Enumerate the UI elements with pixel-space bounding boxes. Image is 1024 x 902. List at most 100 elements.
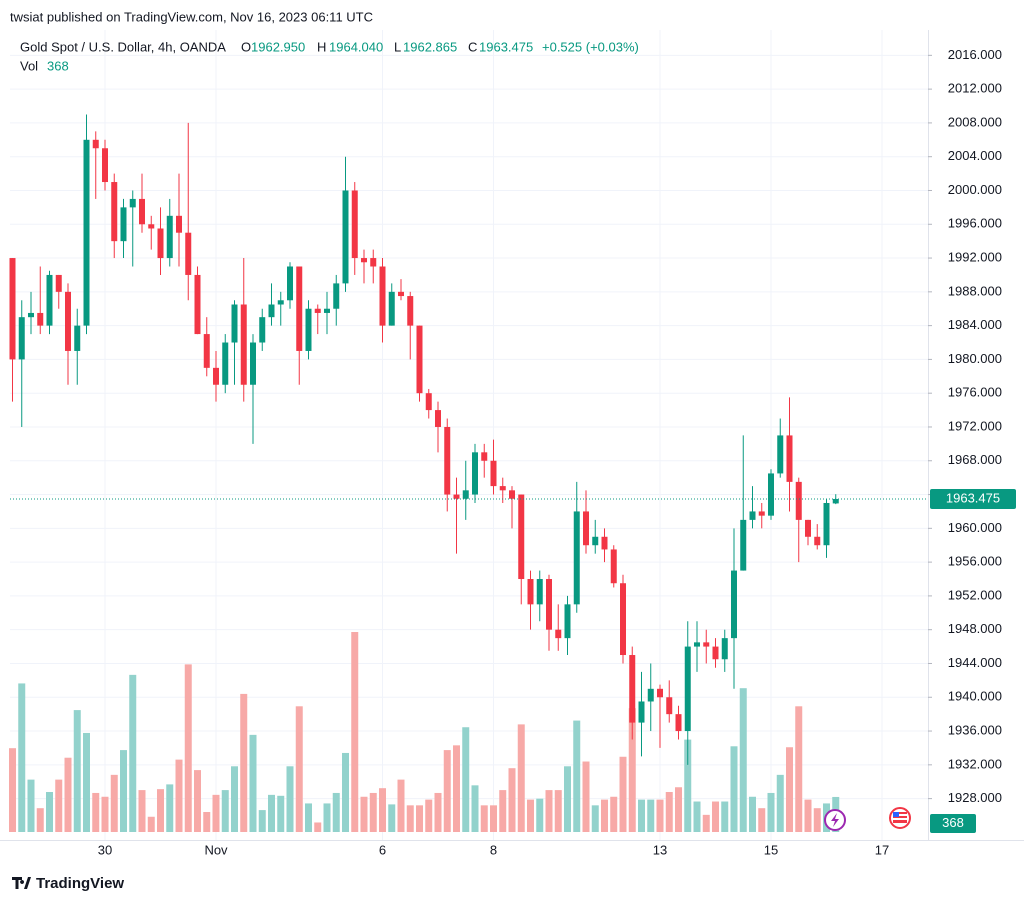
volume-bar <box>730 746 738 832</box>
candle-body <box>435 410 441 427</box>
candle-body <box>536 579 543 605</box>
source: twsiat published on TradingView.com, Nov… <box>10 9 373 24</box>
legend-label: C <box>468 39 477 54</box>
logo[interactable] <box>12 877 31 889</box>
volume-bar <box>656 799 664 832</box>
volume-bar <box>36 808 44 832</box>
volume-bar <box>249 734 257 832</box>
candle-body <box>324 308 330 313</box>
volume-bar <box>545 790 553 832</box>
volume-bar <box>46 792 53 832</box>
volume-bar <box>64 757 72 832</box>
volume-pane <box>9 632 840 832</box>
last-volume-tag <box>930 814 976 833</box>
candle-body <box>37 312 44 326</box>
candle-body <box>65 291 71 351</box>
candle-body <box>758 511 765 516</box>
volume-bar <box>564 766 571 832</box>
volume-bar <box>323 803 331 832</box>
candle-body <box>453 494 460 499</box>
legend-value: 1962.950 <box>251 39 305 54</box>
candle-body <box>46 274 53 326</box>
volume-bar <box>443 750 451 832</box>
volume-bar <box>813 808 821 832</box>
axes: 1928.000 1932.000 1936.000 1940.000 1944.000… <box>10 47 1016 857</box>
candle-body <box>546 579 552 630</box>
y-tick-label: 1928.000 <box>948 790 1002 805</box>
candle-body <box>139 198 145 225</box>
y-tick-label: 1944.000 <box>948 655 1002 670</box>
event-icon[interactable] <box>889 807 911 829</box>
volume-bar <box>749 796 756 832</box>
candle-body <box>296 266 303 351</box>
candle-body <box>740 519 747 571</box>
candle-body <box>55 274 62 292</box>
volume-bar <box>804 799 812 832</box>
candle-body <box>657 688 663 698</box>
candle-body <box>805 519 811 537</box>
legend-label: Vol <box>20 58 38 73</box>
candle-body <box>509 490 515 499</box>
volume-bar <box>471 785 479 832</box>
candle-body <box>499 486 506 491</box>
candle-body <box>28 312 34 318</box>
candle-body <box>157 228 164 259</box>
volume-bar <box>147 816 155 832</box>
volume-bar <box>101 796 109 832</box>
volume-bar <box>591 805 599 832</box>
volume-bar <box>712 801 719 832</box>
volume-bar <box>554 790 562 832</box>
brand: TradingView <box>36 875 124 892</box>
legend-value: 1963.475 <box>479 39 533 54</box>
y-tick-label: 2004.000 <box>948 148 1002 163</box>
volume-bar <box>194 770 201 832</box>
candle-body <box>351 190 358 259</box>
legend-value: 1962.865 <box>403 39 457 54</box>
volume-bar <box>231 766 238 832</box>
volume-bar <box>675 787 682 832</box>
volume-bar <box>388 804 396 832</box>
x-tick-label: 6 <box>379 842 386 857</box>
candle-body <box>527 579 534 605</box>
volume-bar <box>110 774 118 832</box>
volume-bar <box>453 745 460 832</box>
candle-body <box>176 215 182 233</box>
candle-body <box>83 139 90 326</box>
volume-bar <box>379 788 386 832</box>
volume-bar <box>305 803 312 832</box>
candle-body <box>666 697 673 715</box>
candle-body <box>166 215 173 259</box>
grid <box>10 30 928 840</box>
volume-bar <box>27 779 35 832</box>
candle-body <box>490 460 497 487</box>
candle-body <box>74 325 81 351</box>
candle-body <box>231 304 238 343</box>
candle-body <box>731 570 737 639</box>
volume-bar <box>462 727 470 832</box>
volume-bar <box>610 796 618 832</box>
candle-body <box>425 393 432 411</box>
candle-body <box>786 435 793 482</box>
volume-bar <box>647 799 655 832</box>
candle-body <box>342 190 349 284</box>
volume-bar <box>314 822 322 832</box>
volume-bar <box>83 732 90 832</box>
volume-bar <box>351 632 359 832</box>
volume-bar <box>138 790 146 832</box>
candle-body <box>111 182 118 242</box>
volume-bar <box>212 794 220 832</box>
volume-bar <box>203 812 211 832</box>
candle-body <box>703 642 710 647</box>
y-tick-label: 1940.000 <box>948 689 1002 704</box>
event-icon[interactable] <box>824 809 846 831</box>
candle-body <box>120 207 127 242</box>
candle-body <box>684 646 691 732</box>
candle-body <box>481 452 488 461</box>
candle-body <box>768 473 774 516</box>
candle-body <box>314 308 321 313</box>
volume-bar <box>684 739 692 832</box>
volume-bar <box>55 779 63 832</box>
y-tick-label: 2000.000 <box>948 182 1002 197</box>
candle-body <box>92 139 99 149</box>
